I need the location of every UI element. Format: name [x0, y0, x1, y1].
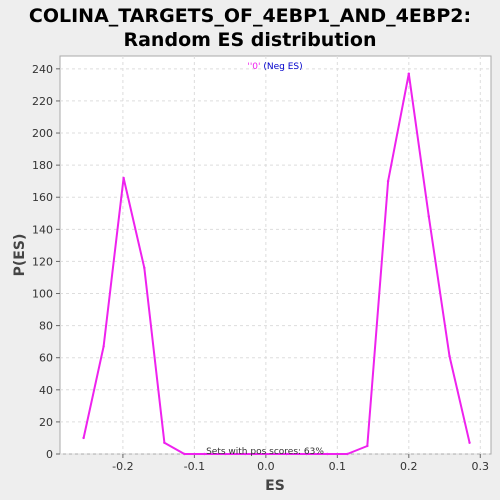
y-axis-label: P(ES): [12, 234, 28, 277]
data-point: [346, 452, 349, 456]
y-tick-label: 120: [32, 255, 53, 268]
data-point: [243, 452, 247, 456]
data-point: [427, 215, 431, 218]
data-point: [285, 452, 288, 456]
plot-area: [59, 55, 492, 455]
data-point: [163, 441, 166, 444]
data-point: [407, 72, 411, 75]
data-point: [183, 452, 186, 456]
grid-lines: [60, 56, 491, 455]
data-point: [102, 345, 105, 348]
x-tick-label: 0.1: [329, 460, 347, 473]
y-tick-label: 40: [39, 384, 53, 397]
data-point: [203, 452, 206, 456]
data-point: [264, 452, 268, 456]
y-tick-label: 140: [32, 223, 53, 236]
data-point: [82, 436, 85, 440]
y-axis: 0 20 40 60 80 100 120 140 160 180 200 220 240: [32, 63, 60, 461]
data-point: [468, 441, 471, 444]
y-tick-label: 220: [32, 95, 53, 108]
legend-series-name: ''0': [247, 62, 260, 72]
y-tick-label: 200: [32, 127, 53, 140]
series-line: [82, 72, 471, 455]
data-point: [223, 452, 227, 456]
y-tick-label: 20: [39, 416, 53, 429]
chart-title-line-2: Random ES distribution: [123, 29, 376, 51]
data-point: [143, 266, 146, 270]
x-tick-label: -0.2: [112, 460, 133, 473]
x-tick-label: 0.0: [257, 460, 275, 473]
series-layer: [82, 72, 471, 456]
y-tick-label: 60: [39, 352, 53, 365]
data-point: [366, 444, 369, 448]
x-tick-label: -0.1: [184, 460, 205, 473]
y-tick-label: 100: [32, 288, 53, 301]
legend-series-description: (Neg ES): [261, 62, 303, 72]
y-tick-label: 240: [32, 63, 53, 76]
data-point: [122, 176, 125, 180]
data-point: [326, 452, 329, 456]
x-tick-label: 0.3: [472, 460, 490, 473]
pos-score-annotation: Sets with pos scores: 63%: [206, 447, 324, 457]
x-axis: -0.2 -0.1 0.0 0.1 0.2 0.3: [112, 454, 489, 473]
x-axis-label: ES: [265, 478, 285, 494]
y-tick-label: 80: [39, 320, 53, 333]
legend: ''0' (Neg ES): [247, 62, 302, 72]
chart-title-line-1: COLINA_TARGETS_OF_4EBP1_AND_4EBP2:: [29, 5, 471, 27]
data-point: [305, 452, 308, 456]
data-point: [448, 354, 451, 358]
x-tick-label: 0.2: [400, 460, 418, 473]
y-tick-label: 160: [32, 191, 53, 204]
y-tick-label: 0: [46, 448, 53, 461]
y-tick-label: 180: [32, 159, 53, 172]
data-point: [386, 179, 390, 183]
